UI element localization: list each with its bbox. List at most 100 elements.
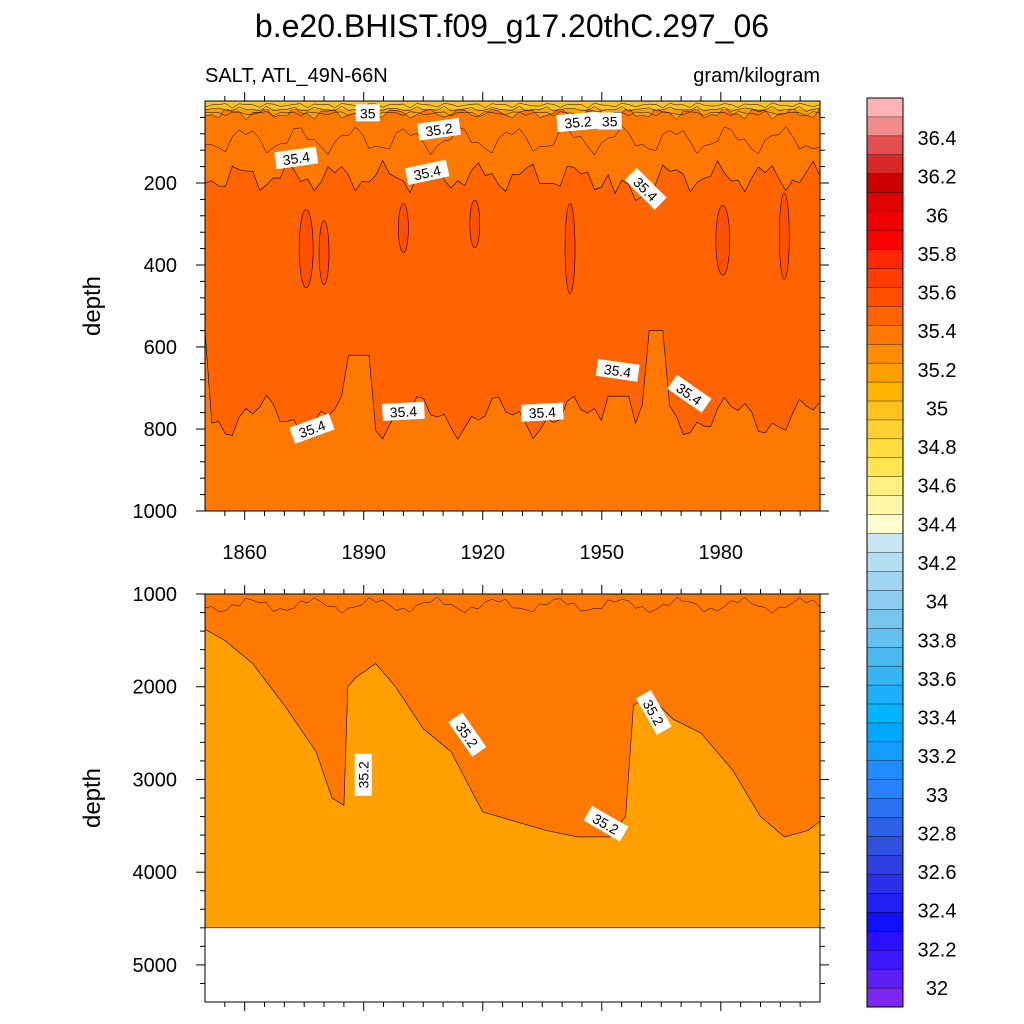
- colorbar-segment: [866, 987, 904, 1008]
- colorbar-segment: [866, 665, 904, 686]
- region-core-high: [715, 205, 731, 276]
- bottom-panel: 35.235.235.235.210002000300040005000dept…: [79, 584, 829, 1011]
- colorbar-label: 33.4: [918, 708, 957, 730]
- colorbar-segment: [866, 192, 904, 213]
- colorbar-label: 34.8: [918, 437, 957, 459]
- colorbar-segment: [866, 438, 904, 459]
- colorbar-segment: [866, 628, 904, 648]
- colorbar-segment: [866, 400, 904, 421]
- contour-label-text: 35.4: [282, 149, 311, 169]
- x-tick-label: 1860: [222, 542, 267, 564]
- x-tick-label: 1920: [460, 542, 505, 564]
- contour-line: [204, 111, 821, 117]
- colorbar-label: 36.2: [918, 167, 957, 189]
- contour-label-text: 35.4: [603, 361, 632, 381]
- colorbar-segment: [866, 362, 904, 383]
- colorbar-frame: [866, 97, 904, 1008]
- contour-label-bg: [404, 159, 450, 185]
- colorbar-label: 34: [926, 592, 948, 614]
- colorbar-segment: [866, 968, 904, 989]
- region-core-high: [318, 220, 330, 285]
- colorbar-label: 34.2: [918, 553, 957, 575]
- colorbar-segment: [866, 287, 904, 307]
- y-tick-label: 200: [144, 173, 177, 195]
- colorbar-segment: [866, 533, 904, 553]
- contour-label-bg: [556, 111, 600, 133]
- colorbar-segment: [866, 912, 904, 932]
- contour-label-text: 35: [602, 114, 618, 130]
- colorbar-segment: [866, 419, 904, 440]
- colorbar-segment: [866, 249, 904, 269]
- colorbar-label: 32.2: [918, 939, 957, 961]
- contour-label: 35.4: [520, 402, 564, 422]
- colorbar-segment: [866, 684, 904, 705]
- colorbar-segment: [866, 268, 904, 288]
- contour-label: 35: [355, 104, 380, 122]
- region-core-high: [778, 192, 790, 280]
- colorbar-segment: [866, 457, 904, 478]
- contour-label-text: 35.2: [424, 120, 453, 140]
- y-tick-label: 2000: [133, 677, 178, 699]
- contour-label-text: 35.2: [564, 113, 593, 131]
- x-tick-label: 1890: [341, 542, 386, 564]
- units-label: gram/kilogram: [693, 65, 820, 87]
- y-tick-label: 3000: [133, 769, 178, 791]
- colorbar-segment: [866, 495, 904, 516]
- contour-label-bg: [635, 690, 672, 735]
- region-core: [204, 159, 821, 440]
- colorbar-label: 35.6: [918, 283, 957, 305]
- x-tick-label: 1980: [699, 542, 744, 564]
- colorbar-segment: [866, 343, 904, 364]
- contour-label: 35.2: [448, 712, 487, 757]
- colorbar-segment: [866, 135, 904, 156]
- colorbar-segment: [866, 874, 904, 894]
- region-core-high: [564, 203, 576, 294]
- contour-label-text: 35.2: [356, 761, 372, 788]
- colorbar-segment: [866, 211, 904, 232]
- colorbar-segment: [866, 836, 904, 856]
- contour-label-bg: [583, 805, 629, 842]
- colorbar-label: 33.8: [918, 630, 957, 652]
- colorbar-label: 35.8: [918, 244, 957, 266]
- contour-label: 35.4: [381, 401, 425, 421]
- colorbar-segment: [866, 949, 904, 970]
- contour-line: [204, 596, 821, 614]
- colorbar-segment: [866, 741, 904, 762]
- y-tick-label: 4000: [133, 862, 178, 884]
- colorbar-segment: [866, 893, 904, 913]
- y-axis-label: depth: [79, 768, 106, 828]
- contour-label-bg: [520, 402, 564, 422]
- chart-title: b.e20.BHIST.f09_g17.20thC.297_06: [255, 8, 769, 44]
- colorbar-segment: [866, 798, 904, 819]
- contour-label: 35: [597, 112, 622, 130]
- contour-label-text: 35: [360, 105, 376, 121]
- contour-line: [204, 125, 821, 156]
- colorbar-segment: [866, 116, 904, 137]
- colorbar-label: 32.6: [918, 862, 957, 884]
- colorbar-segment: [866, 325, 904, 345]
- colorbar-segment: [866, 855, 904, 875]
- y-tick-label: 5000: [133, 955, 178, 977]
- contour-label-bg: [354, 753, 372, 796]
- colorbar-segment: [866, 703, 904, 724]
- contour-label-bg: [624, 167, 667, 210]
- contour-label: 35.2: [417, 117, 462, 141]
- colorbar-segment: [866, 173, 904, 194]
- contour-label: 35.2: [556, 111, 600, 133]
- contour-label-text: 35.4: [389, 403, 417, 420]
- contour-line: [204, 106, 821, 112]
- colorbar-label: 36.4: [918, 128, 957, 150]
- contour-label-bg: [381, 401, 425, 421]
- contour-label-text: 35.4: [528, 404, 556, 421]
- contour-label-bg: [289, 413, 335, 444]
- contour-label-text: 35.4: [412, 162, 442, 183]
- y-axis-label: depth: [79, 276, 106, 336]
- colorbar-segment: [866, 97, 904, 118]
- colorbar-segment: [866, 552, 904, 572]
- x-tick-label: 1950: [580, 542, 625, 564]
- colorbar-segment: [866, 817, 904, 838]
- colorbar-label: 34.4: [918, 514, 957, 536]
- colorbar-label: 32.4: [918, 901, 957, 923]
